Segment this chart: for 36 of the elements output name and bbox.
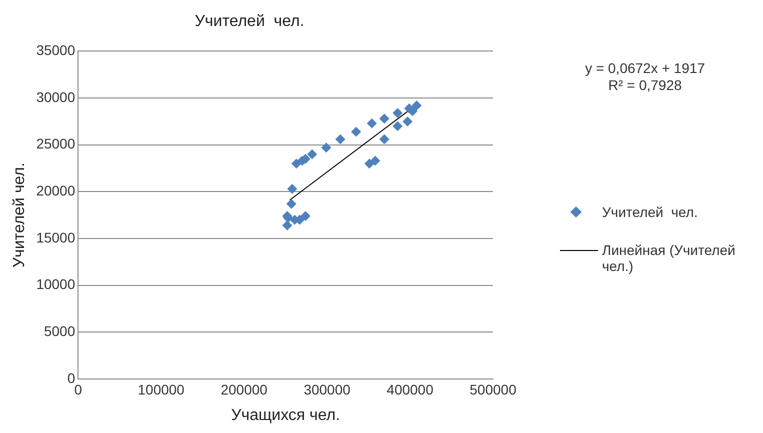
point: [307, 149, 318, 160]
point: [286, 198, 296, 209]
x-tick-label: 500000: [470, 381, 517, 398]
point: [351, 126, 362, 137]
y-axis-title: Учителей чел.: [11, 162, 28, 268]
text: R² = 0,7928: [607, 77, 683, 94]
y-tick-label: 20000: [36, 182, 76, 199]
point: [300, 211, 310, 222]
legend-label: Линейная (Учителей чел.): [602, 242, 736, 274]
point: [392, 121, 403, 132]
point: [379, 134, 390, 144]
point: [335, 134, 346, 144]
y-tick-label: 10000: [36, 276, 76, 292]
chart-title: Учителей чел.: [194, 13, 304, 30]
point: [402, 116, 413, 126]
y-tick-label: 35000: [36, 42, 76, 58]
y-tick-label: 15000: [36, 229, 76, 246]
point: [366, 118, 377, 128]
x-tick-label: 200000: [220, 381, 268, 398]
point: [321, 142, 332, 153]
x-tick-label: 400000: [386, 381, 434, 398]
x-tick-label: 300000: [304, 381, 351, 398]
y-tick-label: 5000: [44, 323, 76, 340]
point: [287, 184, 298, 194]
y-tick-label: 0: [67, 370, 76, 386]
text: y = 0,0672x + 1917: [584, 60, 706, 77]
point: [379, 114, 390, 124]
x-axis-title: Учащихся чел.: [231, 406, 340, 424]
legend-label: Учителей чел.: [602, 204, 699, 220]
point: [412, 100, 422, 111]
point: [370, 156, 380, 166]
y-tick-label: 30000: [36, 88, 76, 105]
x-tick-label: 100000: [138, 381, 185, 398]
point: [392, 108, 403, 118]
point: [282, 220, 292, 230]
y-tick-label: 25000: [36, 136, 76, 152]
